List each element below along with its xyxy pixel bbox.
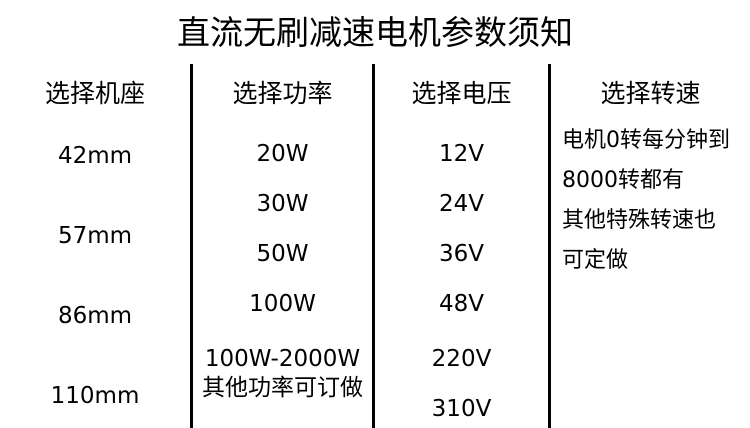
cell-power-custom: 100W-2000W 其他功率可订做 xyxy=(193,345,372,403)
speed-note-line-2: 8000转都有 xyxy=(562,168,684,193)
column-power: 选择功率 20W 30W 50W 100W 100W-2000W 其他功率可订做 xyxy=(193,64,372,428)
column-header-voltage: 选择电压 xyxy=(411,79,512,108)
column-header-frame-size: 选择机座 xyxy=(44,79,145,108)
speed-note-line-4: 可定做 xyxy=(562,248,629,273)
cell-voltage-5: 220V xyxy=(431,346,492,372)
speed-note-line-3: 其他特殊转速也 xyxy=(562,208,717,233)
cell-voltage-6: 310V xyxy=(431,396,492,422)
cell-power-4: 100W xyxy=(249,291,316,317)
cell-power-2: 30W xyxy=(256,191,309,217)
cell-voltage-3: 36V xyxy=(438,241,484,267)
cell-power-custom-note: 其他功率可订做 xyxy=(202,375,363,401)
cell-voltage-4: 48V xyxy=(438,291,484,317)
cell-frame-size-3: 86mm xyxy=(57,303,133,329)
cell-voltage-1: 12V xyxy=(438,141,484,167)
page-title: 直流无刷减速电机参数须知 xyxy=(177,13,573,52)
column-header-power: 选择功率 xyxy=(232,79,333,108)
cell-frame-size-2: 57mm xyxy=(57,223,133,249)
cell-power-3: 50W xyxy=(256,241,309,267)
parameter-table: 选择机座 42mm 57mm 86mm 110mm 选择功率 20W 30W 5… xyxy=(0,64,750,428)
cell-frame-size-1: 42mm xyxy=(57,143,133,169)
cell-power-1: 20W xyxy=(256,141,309,167)
cell-frame-size-4: 110mm xyxy=(50,383,140,409)
speed-note-line-1: 电机0转每分钟到 xyxy=(562,128,730,153)
column-speed: 选择转速 电机0转每分钟到 8000转都有 其他特殊转速也 可定做 xyxy=(551,64,750,428)
column-divider-1 xyxy=(190,64,193,428)
column-divider-2 xyxy=(372,64,375,428)
column-voltage: 选择电压 12V 24V 36V 48V 220V 310V xyxy=(375,64,548,428)
column-header-speed: 选择转速 xyxy=(600,79,701,108)
column-frame-size: 选择机座 42mm 57mm 86mm 110mm xyxy=(0,64,190,428)
column-divider-3 xyxy=(548,64,551,428)
cell-power-custom-range: 100W-2000W xyxy=(204,346,361,372)
cell-voltage-2: 24V xyxy=(438,191,484,217)
